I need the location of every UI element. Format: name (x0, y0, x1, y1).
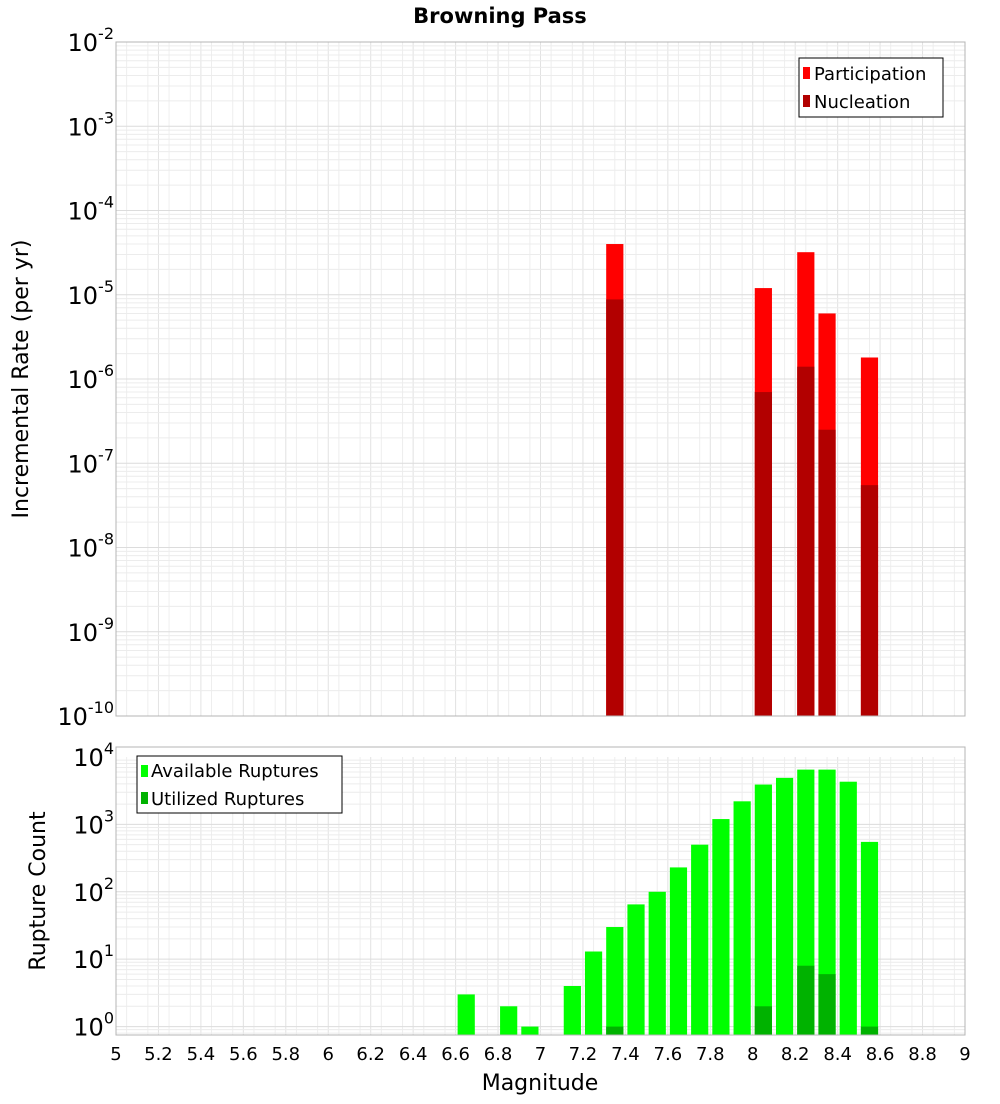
legend-swatch-participation (803, 67, 810, 79)
bottom-bar-available-ruptures (712, 819, 730, 1035)
top-y-axis-label: Incremental Rate (per yr) (9, 240, 34, 519)
top-y-tick-label: 10-3 (68, 108, 115, 141)
x-tick-label: 5.2 (144, 1044, 173, 1065)
bottom-bar-available-ruptures (457, 994, 475, 1035)
top-y-tick-label: 10-2 (68, 24, 115, 57)
bottom-y-tick-label: 103 (73, 806, 114, 839)
chart-title: Browning Pass (413, 4, 587, 28)
bottom-bar-utilized-ruptures (754, 1006, 772, 1035)
top-bar-nucleation (606, 299, 624, 716)
x-tick-label: 7.2 (569, 1044, 598, 1065)
bottom-legend: Available Ruptures Utilized Ruptures (136, 755, 343, 814)
bottom-y-tick-label: 102 (73, 874, 114, 907)
legend-swatch-utilized (141, 792, 148, 804)
bottom-bar-available-ruptures (563, 986, 581, 1035)
top-bars (606, 244, 879, 717)
bottom-y-tick-label: 104 (73, 739, 114, 772)
bottom-bars (457, 769, 879, 1035)
top-legend: Participation Nucleation (798, 57, 944, 118)
top-y-tick-label: 10-10 (57, 698, 114, 731)
top-legend-box (798, 57, 944, 118)
bottom-y-tick-labels: 100 101 102 103 104 (73, 739, 114, 1042)
x-tick-label: 7.6 (654, 1044, 683, 1065)
bottom-bar-utilized-ruptures (606, 1026, 624, 1035)
x-tick-label: 7.4 (611, 1044, 640, 1065)
x-tick-label: 6.2 (356, 1044, 385, 1065)
bottom-bar-available-ruptures (860, 841, 879, 1035)
top-y-tick-label: 10-5 (68, 277, 115, 310)
x-axis-label: Magnitude (482, 1071, 599, 1096)
legend-label-nucleation: Nucleation (814, 92, 910, 113)
bottom-bar-available-ruptures (648, 891, 666, 1035)
bottom-bar-available-ruptures (669, 867, 688, 1035)
top-y-tick-label: 10-8 (68, 530, 115, 563)
bottom-plot-frame (115, 746, 966, 1036)
bottom-y-tick-label: 101 (73, 941, 114, 974)
top-bar-nucleation (797, 366, 815, 716)
top-y-tick-label: 10-6 (68, 361, 115, 394)
bottom-bar-available-ruptures (584, 951, 603, 1035)
top-y-tick-label: 10-9 (68, 614, 115, 647)
bottom-bar-available-ruptures (754, 784, 772, 1035)
top-grid (115, 42, 966, 717)
bottom-bar-available-ruptures (521, 1026, 539, 1035)
x-tick-label: 6.6 (441, 1044, 470, 1065)
legend-swatch-nucleation (803, 95, 810, 107)
x-tick-label: 5.4 (187, 1044, 216, 1065)
x-tick-label: 6.4 (399, 1044, 428, 1065)
top-bar-nucleation (754, 392, 772, 716)
bottom-bar-available-ruptures (733, 801, 751, 1035)
top-bar-nucleation (860, 485, 879, 716)
bottom-legend-box (136, 755, 343, 814)
x-tick-label: 7.8 (696, 1044, 725, 1065)
bottom-bar-utilized-ruptures (860, 1026, 879, 1035)
bottom-y-axis-label: Rupture Count (26, 811, 51, 971)
bottom-bar-available-ruptures (839, 781, 857, 1035)
top-y-tick-labels: 10-10 10-9 10-8 10-7 10-6 10-5 10-4 10-3 10-2 (57, 24, 114, 731)
x-tick-label: 8 (747, 1044, 758, 1065)
legend-label-participation: Participation (814, 64, 926, 85)
bottom-bar-available-ruptures (500, 1006, 518, 1035)
bottom-bar-utilized-ruptures (818, 974, 836, 1035)
legend-label-available: Available Ruptures (151, 761, 319, 782)
bottom-bar-available-ruptures (818, 769, 836, 1035)
x-tick-label: 7 (535, 1044, 546, 1065)
x-tick-label: 8.8 (908, 1044, 937, 1065)
x-tick-label: 8.4 (823, 1044, 852, 1065)
legend-swatch-available (141, 765, 148, 777)
x-tick-label: 8.2 (781, 1044, 810, 1065)
legend-label-utilized: Utilized Ruptures (151, 789, 304, 810)
x-tick-label: 6.8 (484, 1044, 513, 1065)
bottom-bar-available-ruptures (627, 904, 645, 1035)
x-tick-label: 6 (323, 1044, 334, 1065)
bottom-x-tick-labels: 5 5.2 5.4 5.6 5.8 6 6.2 6.4 6.6 6.8 7 7.2 7.4 7.6 7.8 8… (110, 1044, 970, 1065)
bottom-bar-available-ruptures (606, 927, 624, 1035)
bottom-bar-available-ruptures (691, 844, 709, 1035)
x-tick-label: 5.6 (229, 1044, 258, 1065)
x-tick-label: 5.8 (271, 1044, 300, 1065)
top-plot-frame (115, 41, 966, 717)
bottom-bar-available-ruptures (775, 777, 794, 1035)
top-y-tick-label: 10-7 (68, 445, 115, 478)
bottom-bar-utilized-ruptures (797, 965, 815, 1035)
bottom-y-tick-label: 100 (73, 1009, 114, 1042)
top-bar-nucleation (818, 429, 836, 716)
top-y-tick-label: 10-4 (68, 193, 115, 226)
x-tick-label: 8.6 (866, 1044, 895, 1065)
x-tick-label: 9 (959, 1044, 970, 1065)
x-tick-label: 5 (110, 1044, 121, 1065)
